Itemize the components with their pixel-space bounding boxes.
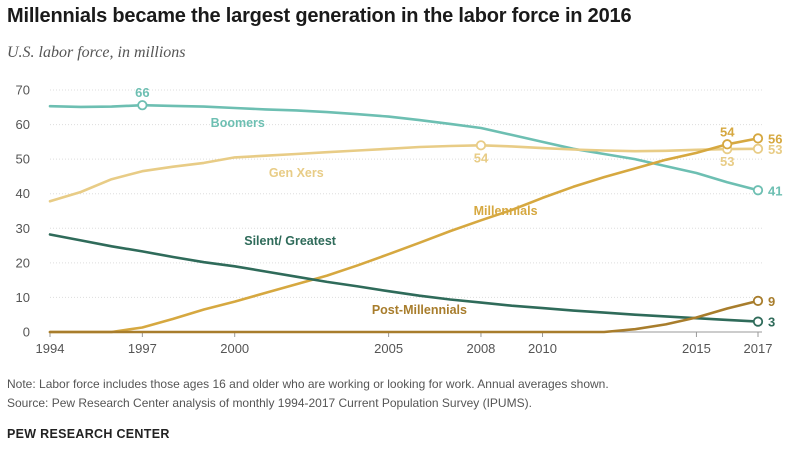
- x-tick-label: 2005: [374, 341, 403, 356]
- series-label: Post-Millennials: [372, 303, 467, 317]
- data-label: 9: [768, 294, 775, 309]
- grid-layer: [50, 89, 762, 298]
- data-label: 54: [720, 124, 735, 139]
- y-tick-label: 50: [16, 152, 30, 167]
- data-point-marker: [752, 185, 764, 196]
- x-tick-label: 1994: [36, 341, 65, 356]
- chart-subtitle: U.S. labor force, in millions: [7, 44, 186, 61]
- series-label: Millennials: [474, 204, 538, 218]
- y-tick-label: 70: [16, 83, 30, 98]
- x-tick-label: 2008: [466, 341, 495, 356]
- line-chart: 0 10 20 30 40 50 60 70 1994 1997 2000 2005 2008 2010 2…: [16, 83, 783, 357]
- data-label: 3: [768, 315, 775, 330]
- chart-note: Note: Labor force includes those ages 16…: [7, 377, 609, 391]
- y-tick-label: 60: [16, 117, 30, 132]
- label-layer: Boomers Gen Xers Millennials Silent/ Greate…: [135, 85, 782, 329]
- y-tick-label: 40: [16, 186, 30, 201]
- x-tick-label: 2015: [682, 341, 711, 356]
- data-point-marker: [137, 100, 148, 111]
- series-label: Boomers: [211, 116, 265, 130]
- series-label: Gen Xers: [269, 166, 324, 180]
- axis-layer: 0 10 20 30 40 50 60 70 1994 1997 2000 2005 2008 2010 2…: [16, 83, 773, 357]
- series-line-boomers: [48, 103, 760, 192]
- y-tick-label: 10: [16, 290, 30, 305]
- x-tick-label: 2010: [528, 341, 557, 356]
- y-tick-label: 0: [23, 325, 30, 340]
- data-label: 53: [720, 154, 734, 169]
- y-tick-label: 20: [16, 255, 30, 270]
- data-label: 56: [768, 131, 782, 146]
- y-tick-label: 30: [16, 221, 30, 236]
- chart-source: Source: Pew Research Center analysis of …: [7, 396, 532, 410]
- data-point-marker: [475, 140, 487, 151]
- x-tick-label: 2017: [744, 341, 773, 356]
- x-tick-label: 2000: [220, 341, 249, 356]
- data-point-marker: [752, 143, 764, 154]
- series-line-post-millennials: [48, 299, 760, 334]
- series-line-silent-greatest: [48, 233, 760, 323]
- data-point-marker: [752, 316, 764, 327]
- line-layer: [48, 103, 760, 334]
- series-label: Silent/ Greatest: [244, 234, 337, 248]
- data-point-marker: [722, 139, 733, 150]
- series-line-gen-xers: [48, 144, 760, 203]
- series-line-millennials: [48, 137, 760, 334]
- data-label: 53: [768, 142, 782, 157]
- data-label: 66: [135, 85, 149, 100]
- brand-logo-text: PEW RESEARCH CENTER: [7, 427, 170, 441]
- data-label: 54: [474, 150, 489, 165]
- chart-title: Millennials became the largest generatio…: [7, 5, 632, 27]
- data-point-marker: [752, 295, 764, 306]
- x-tick-label: 1997: [128, 341, 157, 356]
- data-point-marker: [752, 133, 764, 144]
- data-label: 41: [768, 183, 782, 198]
